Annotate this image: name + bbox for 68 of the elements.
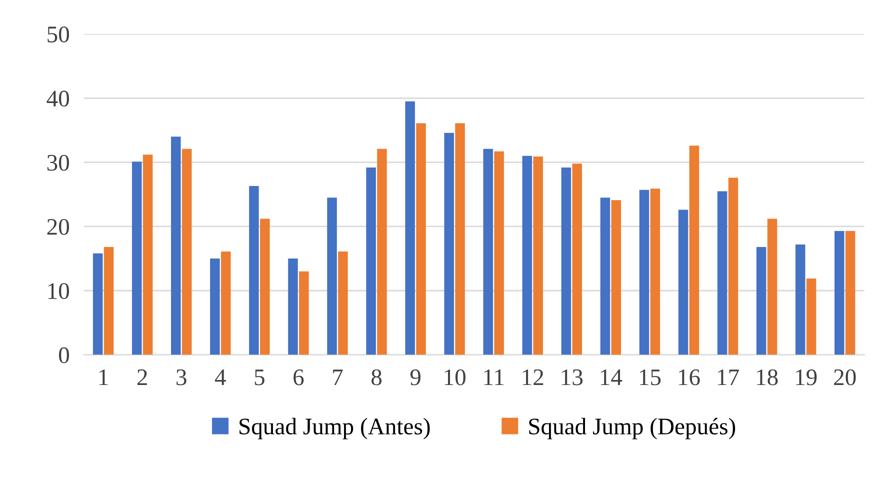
x-tick-label: 18: [757, 369, 778, 386]
legend-label: Squad Jump (Depués): [529, 418, 736, 440]
y-tick-label: 30: [47, 154, 69, 171]
bar: [327, 198, 337, 355]
bar: [288, 258, 298, 355]
bar: [338, 251, 348, 355]
bar: [171, 136, 181, 355]
bar: [639, 190, 650, 355]
y-tick-label: 40: [46, 90, 69, 107]
x-tick-label: 4: [214, 370, 226, 386]
y-tick-label: 0: [58, 347, 69, 364]
x-tick-label: 15: [640, 369, 661, 386]
legend-label: Squad Jump (Antes): [240, 418, 430, 440]
x-tick-label: 11: [484, 369, 504, 386]
bar: [600, 198, 610, 355]
x-tick-label: 12: [522, 369, 544, 386]
bar: [299, 271, 309, 355]
x-tick-label: 13: [562, 369, 583, 386]
bar: [92, 253, 103, 355]
bar: [795, 244, 806, 355]
bar: [845, 230, 856, 355]
bar: [455, 123, 465, 355]
bar: [132, 162, 142, 355]
bar: [756, 247, 766, 355]
bar: [806, 278, 816, 355]
bar: [834, 230, 844, 355]
bar: [650, 188, 660, 355]
bar: [767, 218, 778, 355]
x-tick-label: 3: [176, 369, 186, 386]
bar: [728, 178, 738, 355]
bar: [210, 258, 220, 355]
x-tick-label: 9: [410, 369, 420, 386]
x-tick-label: 2: [137, 369, 147, 386]
x-tick-label: 1: [99, 369, 108, 386]
bar: [717, 191, 728, 355]
x-tick-label: 6: [294, 369, 304, 386]
bar: [260, 218, 270, 355]
bar: [377, 148, 387, 355]
y-tick-label: 20: [47, 218, 69, 235]
bar: [611, 200, 622, 355]
bar: [678, 210, 688, 355]
x-tick-label: 5: [254, 370, 264, 386]
x-tick-label: 17: [718, 369, 739, 386]
x-tick-label: 20: [834, 369, 856, 386]
x-tick-label: 16: [679, 369, 700, 386]
bar: [689, 146, 700, 355]
bar: [444, 132, 454, 355]
bar: [494, 151, 504, 355]
bar: [104, 247, 114, 355]
bar: [416, 123, 426, 355]
bar: [220, 251, 231, 355]
bar: [249, 186, 259, 355]
bar: [366, 167, 376, 355]
x-tick-label: 8: [372, 369, 382, 386]
x-tick-label: 19: [796, 369, 817, 386]
bar: [483, 148, 494, 355]
x-tick-label: 14: [600, 369, 622, 386]
y-tick-label: 10: [48, 283, 69, 300]
x-tick-label: 7: [333, 370, 343, 386]
bar: [182, 148, 192, 355]
y-tick-label: 50: [48, 26, 69, 42]
x-tick-label: 10: [444, 369, 466, 386]
bar: [572, 164, 582, 355]
bar: [405, 101, 415, 355]
bar: [522, 156, 532, 355]
bar: [142, 154, 153, 355]
bar: [561, 167, 572, 355]
bar: [533, 156, 543, 355]
